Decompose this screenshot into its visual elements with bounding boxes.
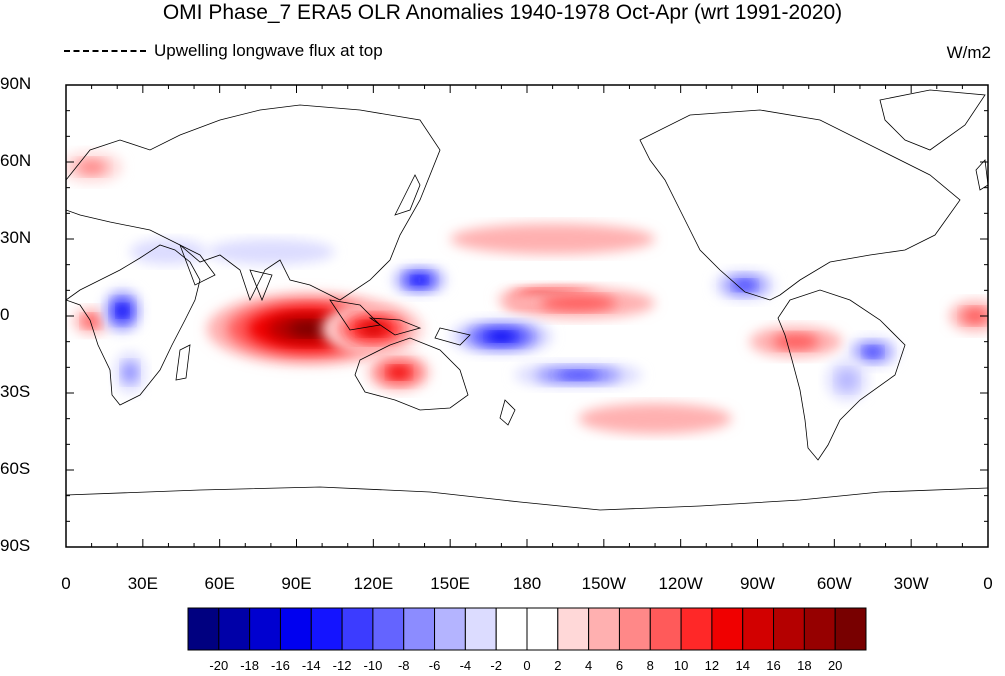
colorbar-swatch (464, 607, 497, 651)
longitude-label: 60W (816, 574, 852, 593)
longitude-label: 30E (127, 574, 158, 593)
colorbar-swatch (680, 607, 713, 651)
units-label: W/m2 (946, 43, 991, 62)
map-background (66, 85, 988, 547)
latitude-label: 60N (0, 151, 32, 170)
longitude-label: 0 (983, 574, 993, 593)
colorbar-label: 18 (797, 658, 812, 673)
colorbar-swatch (526, 607, 559, 651)
anomaly-patch (772, 333, 819, 350)
colorbar-swatch (649, 607, 682, 651)
anomaly-patch (450, 223, 656, 255)
colorbar-swatch (742, 607, 775, 651)
colorbar-swatch (434, 607, 466, 651)
colorbar-swatch (834, 607, 867, 651)
colorbar-label: -6 (428, 658, 441, 673)
colorbar-label: -12 (332, 658, 352, 673)
colorbar-label: -20 (209, 658, 229, 673)
colorbar-label: -18 (240, 658, 260, 673)
colorbar-swatch (372, 607, 405, 651)
colorbar-label: -16 (271, 658, 290, 673)
colorbar (187, 607, 867, 651)
colorbar-swatch (187, 607, 220, 651)
axis-ticks (65, 84, 989, 548)
anomaly-patch (836, 369, 858, 391)
longitude-label: 120E (353, 574, 394, 593)
colorbar-label: -2 (490, 658, 502, 673)
anomaly-patch (66, 90, 988, 132)
colorbar-label: 20 (827, 658, 843, 673)
anomaly-patch (288, 321, 330, 337)
colorbar-label: 4 (585, 658, 593, 673)
line-legend-label: Upwelling longwave flux at top (154, 41, 383, 60)
colorbar-swatch (341, 607, 374, 651)
colorbar-swatch (557, 607, 590, 651)
map-title: OMI Phase_7 ERA5 OLR Anomalies 1940-1978… (162, 1, 843, 24)
colorbar-swatch (711, 607, 744, 651)
latitude-label: 90S (0, 536, 31, 555)
colorbar-swatch (218, 607, 251, 651)
colorbar-label: 14 (735, 658, 750, 673)
line-legend: Upwelling longwave flux at top (64, 40, 383, 62)
colorbar-label: 8 (646, 658, 654, 673)
latitude-label: 60S (0, 459, 31, 478)
colorbar-label: 10 (673, 658, 689, 673)
colorbar-swatch (279, 607, 312, 651)
coastlines (66, 89, 988, 511)
longitude-label: 90E (281, 574, 312, 593)
longitude-label: 60E (204, 574, 235, 593)
anomaly-patch (556, 370, 600, 380)
colorbar-label: -14 (301, 658, 321, 673)
longitude-label: 30W (893, 574, 929, 593)
anomaly-patch (539, 295, 617, 311)
colorbar-label: -10 (363, 658, 383, 673)
colorbar-label: 0 (523, 658, 531, 673)
colorbar-label: 6 (615, 658, 624, 673)
colorbar-swatch (403, 607, 436, 651)
longitude-label: 150E (430, 574, 471, 593)
anomaly-patch (488, 332, 515, 342)
anomaly-field (66, 90, 988, 435)
latitude-label: 0 (0, 305, 10, 324)
colorbar-label: -4 (459, 658, 472, 673)
colorbar-label: 2 (554, 658, 562, 673)
colorbar-swatch (310, 607, 343, 651)
colorbar-swatch (773, 607, 805, 651)
anomaly-patch (864, 346, 882, 358)
anomaly-patch (130, 239, 207, 265)
anomaly-patch (412, 276, 427, 284)
anomaly-patch (82, 314, 101, 328)
colorbar-swatch (803, 607, 836, 651)
latitude-label: 90N (0, 74, 32, 93)
dashed-line-icon (64, 50, 146, 52)
anomaly-patch (117, 305, 128, 317)
colorbar-label: 16 (766, 658, 781, 673)
colorbar-swatch (588, 607, 620, 651)
anomaly-patch (206, 239, 335, 265)
anomaly-patch (76, 159, 107, 175)
colorbar-swatch (249, 607, 281, 651)
longitude-label: 180 (512, 574, 542, 593)
anomaly-patch (360, 322, 387, 336)
anomaly-patch (962, 308, 988, 324)
longitude-label: 0 (61, 574, 71, 593)
anomaly-patch (388, 366, 410, 379)
latitude-label: 30S (0, 382, 31, 401)
anomaly-patch (734, 280, 755, 291)
longitude-label: 150W (581, 574, 627, 593)
anomaly-patch (578, 403, 732, 435)
latitude-label: 30N (0, 228, 32, 247)
colorbar-label: -8 (397, 658, 410, 673)
longitude-label: 120W (658, 574, 703, 593)
anomaly-patch (122, 362, 138, 383)
colorbar-swatch (495, 607, 528, 651)
colorbar-label: 12 (704, 658, 720, 673)
colorbar-swatch (618, 607, 651, 651)
longitude-label: 90W (740, 574, 775, 593)
